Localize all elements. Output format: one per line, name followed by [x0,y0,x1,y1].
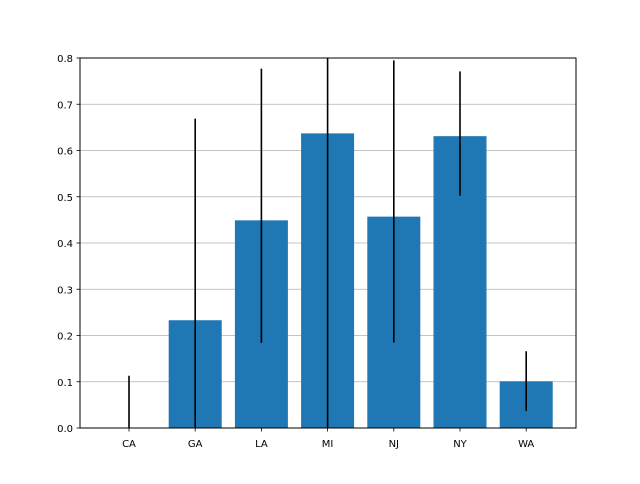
y-tick-label: 0.4 [57,239,73,250]
y-tick-label: 0.2 [57,332,73,343]
x-tick-label: LA [255,439,268,450]
x-tick-label: WA [518,439,534,450]
y-tick-label: 0.1 [57,378,73,389]
x-tick-label: CA [122,439,136,450]
x-tick-label: MI [322,439,334,450]
y-tick-label: 0.3 [57,285,73,296]
x-tick-label: NY [453,439,467,450]
y-axis-ticks: 0.0 0.1 0.2 0.3 0.4 0.5 0.6 0.7 0.8 [57,54,80,435]
y-tick-label: 0.0 [57,424,73,435]
y-tick-label: 0.8 [57,54,73,65]
x-axis-ticks: CA GA LA MI NJ NY WA [122,428,534,450]
x-tick-label: NJ [389,439,399,450]
y-tick-label: 0.6 [57,147,73,158]
y-tick-label: 0.5 [57,193,73,204]
x-tick-label: GA [188,439,203,450]
y-tick-label: 0.7 [57,100,73,111]
error-bars [128,58,528,428]
